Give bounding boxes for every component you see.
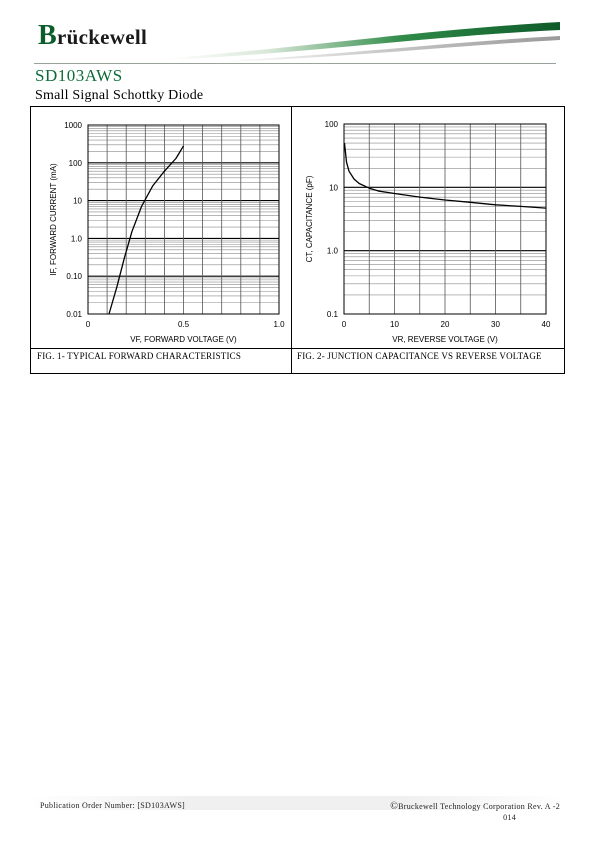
page-header: Brückewell: [0, 0, 595, 62]
x-axis-label: VF, FORWARD VOLTAGE (V): [130, 335, 237, 344]
copyright-notice: ©Bruckewell Technology Corporation Rev. …: [380, 801, 560, 823]
y-tick-label: 0.01: [66, 310, 82, 319]
copyright-year-tail: 014: [503, 813, 516, 822]
brand-logo: Brückewell: [38, 20, 147, 52]
x-tick-label: 30: [491, 320, 500, 329]
junction-capacitance-chart: 0.1 1.0 10 100 0 10 20 30 40 VR, REVERSE VOLTAGE …: [305, 120, 551, 344]
x-tick-label: 0.5: [178, 320, 190, 329]
y-tick-label: 0.10: [66, 272, 82, 281]
y-tick-label: 0.1: [327, 310, 339, 319]
header-swoosh: [170, 22, 560, 62]
x-tick-label: 1.0: [273, 320, 285, 329]
footer-band: [30, 796, 565, 810]
header-divider: [34, 63, 556, 64]
document-subtitle: Small Signal Schottky Diode: [35, 88, 204, 103]
x-tick-label: 10: [390, 320, 399, 329]
y-tick-label: 1.0: [327, 247, 339, 256]
y-tick-label: 10: [329, 183, 338, 192]
data-series-line: [343, 143, 547, 209]
figures-column-divider: [291, 107, 292, 373]
y-tick-label: 1000: [64, 121, 82, 130]
y-axis-label: IF, FORWARD CURRENT (mA): [49, 163, 58, 276]
x-tick-label: 0: [342, 320, 347, 329]
x-tick-label: 20: [441, 320, 450, 329]
logo-text: rückewell: [56, 25, 148, 49]
part-number-title: SD103AWS: [35, 66, 123, 85]
figures-table: 0.01 0.10 1.0 10 100 1000 0 0.5 1.0 VF, FORWARD V…: [30, 106, 565, 374]
logo-initial: B: [38, 20, 57, 51]
copyright-symbol: ©: [390, 801, 399, 812]
figures-caption-divider: [31, 348, 564, 349]
publication-order-number: Publication Order Number: [SD103AWS]: [40, 801, 186, 810]
y-tick-label: 100: [69, 159, 83, 168]
y-tick-label: 1.0: [71, 234, 83, 243]
y-tick-label: 100: [325, 120, 339, 129]
copyright-text: Bruckewell Technology Corporation Rev. A…: [398, 802, 560, 811]
x-axis-label: VR, REVERSE VOLTAGE (V): [392, 335, 498, 344]
x-tick-label: 40: [542, 320, 551, 329]
plot-frame: [343, 123, 547, 315]
y-axis-label: CT, CAPACITANCE (pF): [305, 175, 314, 262]
y-tick-label: 10: [73, 197, 82, 206]
data-series-line: [108, 145, 185, 315]
plot-frame: [87, 124, 280, 315]
figure-2-caption: FIG. 2- JUNCTION CAPACITANCE VS REVERSE …: [297, 351, 542, 361]
forward-characteristics-chart: 0.01 0.10 1.0 10 100 1000 0 0.5 1.0 VF, FORWARD V…: [49, 121, 285, 344]
figure-1-caption: FIG. 1- TYPICAL FORWARD CHARACTERISTICS: [37, 351, 242, 361]
x-tick-label: 0: [86, 320, 91, 329]
